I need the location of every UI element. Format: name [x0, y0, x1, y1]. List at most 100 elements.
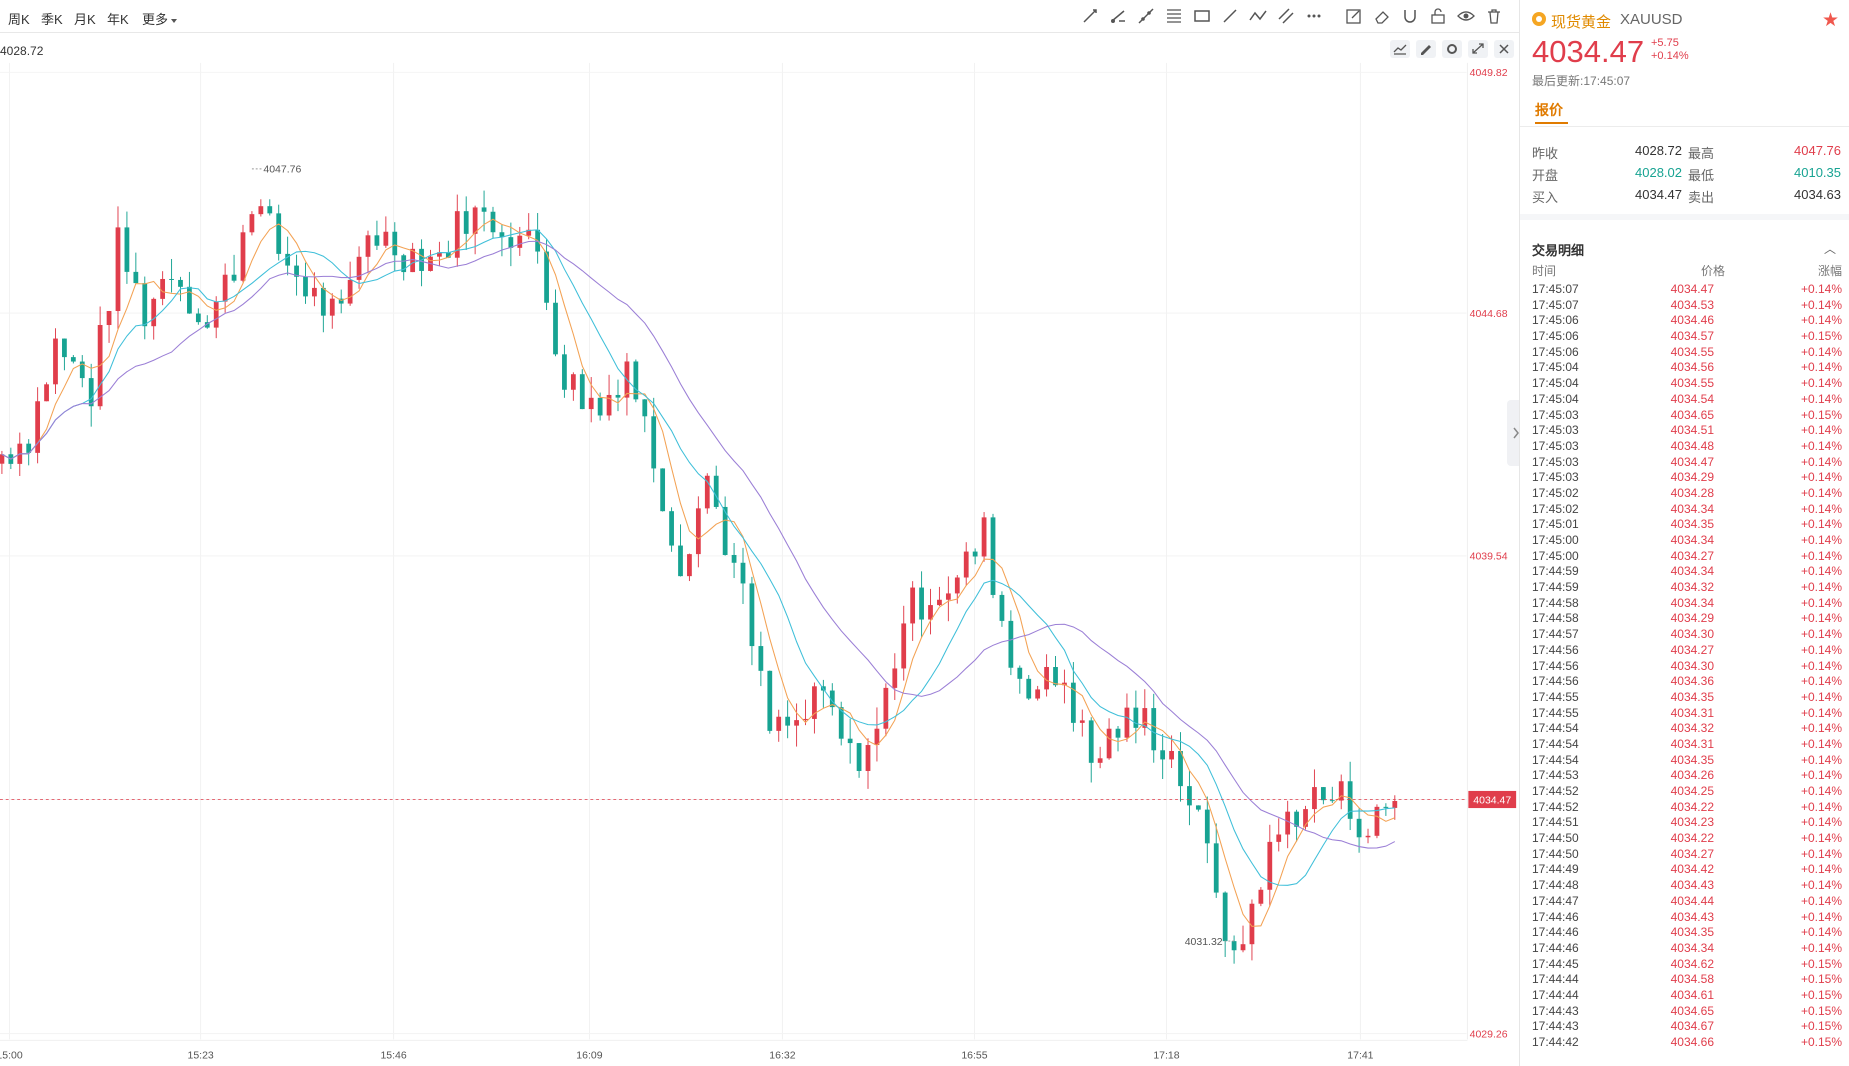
candle-body: [669, 511, 674, 546]
lock-icon[interactable]: [1428, 6, 1448, 26]
col-header-change: 涨幅: [1818, 264, 1843, 278]
candle-body: [62, 338, 67, 358]
candle-body: [70, 357, 76, 362]
label-open: 开盘: [1532, 168, 1559, 183]
price-axis-label: 4049.82: [1470, 68, 1508, 79]
magnet-icon[interactable]: [1400, 6, 1420, 26]
trade-price: 4034.34: [1670, 533, 1714, 547]
candle-body: [79, 361, 85, 379]
trade-change: +0.14%: [1800, 313, 1842, 328]
timeframe-year[interactable]: 年K: [107, 12, 129, 27]
fibonacci-icon[interactable]: [1164, 6, 1184, 26]
trade-change: +0.14%: [1800, 831, 1842, 846]
candle-body: [1035, 689, 1041, 699]
candle-body: [892, 668, 898, 688]
trade-price: 4034.65: [1670, 407, 1714, 422]
trade-change: +0.14%: [1800, 580, 1842, 595]
trade-change: +0.14%: [1800, 470, 1842, 485]
edit-icon[interactable]: [1416, 40, 1436, 58]
price-change: +5.75 +0.14%: [1651, 37, 1689, 63]
price-chart[interactable]: 4034.47 4049.82 4044.68 4039.54 4029.26 15:00…: [0, 0, 1519, 1066]
trade-time: 17:44:44: [1532, 972, 1579, 987]
expand-icon[interactable]: [1468, 40, 1488, 58]
timeframe-more-dropdown[interactable]: 更多: [142, 9, 177, 28]
indicator-icon[interactable]: [1390, 40, 1410, 58]
candle-body: [294, 265, 299, 277]
candle-body: [1178, 750, 1183, 787]
trade-price: 4034.22: [1670, 831, 1714, 846]
trade-time: 17:44:54: [1532, 721, 1579, 736]
settings-icon[interactable]: [1442, 40, 1462, 58]
candle-body: [1026, 678, 1032, 699]
candle-body: [642, 399, 648, 417]
trade-change: +0.15%: [1800, 1019, 1842, 1034]
candle-body: [910, 587, 916, 624]
tab-quote[interactable]: 报价: [1535, 102, 1563, 118]
candle-body: [713, 475, 719, 507]
trade-time: 17:45:07: [1532, 282, 1579, 296]
trade-price: 4034.32: [1670, 580, 1714, 595]
candle-body: [1062, 682, 1067, 686]
ray-line-icon[interactable]: [1108, 6, 1128, 26]
eraser-icon[interactable]: [1372, 6, 1392, 26]
trade-row: 17:44:50 4034.27 +0.14%: [1520, 846, 1849, 862]
candle-body: [0, 454, 5, 464]
trade-time: 17:44:42: [1532, 1035, 1579, 1049]
time-axis-label: 16:09: [576, 1050, 602, 1061]
trade-row: 17:45:02 4034.34 +0.14%: [1520, 501, 1849, 517]
trade-change: +0.14%: [1800, 282, 1842, 296]
close-icon[interactable]: [1494, 40, 1514, 58]
extended-line-icon[interactable]: [1136, 6, 1156, 26]
price-axis-label: 4039.54: [1470, 552, 1508, 563]
candle-body: [1303, 809, 1308, 827]
last-price: 4034.47: [1532, 34, 1645, 69]
parallel-channel-icon[interactable]: [1276, 6, 1296, 26]
trade-row: 17:44:46 4034.35 +0.14%: [1520, 924, 1849, 940]
trade-time: 17:45:06: [1532, 329, 1579, 344]
eye-icon[interactable]: [1456, 6, 1476, 26]
trade-change: +0.14%: [1800, 674, 1842, 689]
candle-body: [1392, 801, 1398, 808]
candle-body: [1231, 941, 1237, 951]
candle-body: [276, 213, 282, 254]
trade-price: 4034.56: [1670, 360, 1714, 375]
more-tools-icon[interactable]: [1304, 6, 1324, 26]
trade-price: 4034.54: [1670, 391, 1714, 406]
arrow-icon[interactable]: [1220, 6, 1240, 26]
candle-body: [695, 508, 701, 555]
timeframe-month[interactable]: 月K: [74, 12, 96, 27]
trade-row: 17:44:42 4034.66 +0.15%: [1520, 1034, 1849, 1050]
trade-price: 4034.34: [1670, 595, 1714, 610]
timeframe-week[interactable]: 周K: [8, 12, 30, 27]
trade-time: 17:44:57: [1532, 627, 1579, 642]
trade-time: 17:44:46: [1532, 925, 1579, 940]
trade-change: +0.14%: [1800, 893, 1842, 908]
polyline-icon[interactable]: [1248, 6, 1268, 26]
time-axis-label: 15:23: [187, 1050, 213, 1061]
trade-price: 4034.67: [1670, 1019, 1714, 1034]
trade-change: +0.14%: [1800, 344, 1842, 359]
collapse-chevron-icon[interactable]: ︿: [1824, 242, 1837, 256]
favorite-star-icon[interactable]: ★: [1822, 10, 1840, 31]
trash-icon[interactable]: [1484, 6, 1504, 26]
trade-time: 17:44:59: [1532, 580, 1579, 595]
trade-price: 4034.61: [1670, 987, 1714, 1002]
candle-body: [767, 670, 773, 731]
trade-row: 17:44:57 4034.30 +0.14%: [1520, 626, 1849, 642]
trade-change: +0.14%: [1800, 391, 1842, 406]
tab-underline: [1535, 122, 1568, 124]
ohlc-info-label: 4028.72: [0, 44, 44, 58]
trade-row: 17:44:44 4034.61 +0.15%: [1520, 987, 1849, 1003]
candle-body: [142, 283, 148, 327]
trade-row: 17:44:56 4034.30 +0.14%: [1520, 658, 1849, 674]
candle-body: [240, 232, 246, 281]
trade-time: 17:44:52: [1532, 799, 1579, 814]
note-icon[interactable]: [1344, 6, 1364, 26]
trend-line-icon[interactable]: [1080, 6, 1100, 26]
candle-body: [356, 256, 362, 280]
rectangle-icon[interactable]: [1192, 6, 1212, 26]
trade-price: 4034.25: [1670, 784, 1714, 798]
candle-body: [508, 237, 514, 248]
timeframe-quarter[interactable]: 季K: [41, 12, 63, 27]
trade-row: 17:45:03 4034.65 +0.15%: [1520, 407, 1849, 423]
